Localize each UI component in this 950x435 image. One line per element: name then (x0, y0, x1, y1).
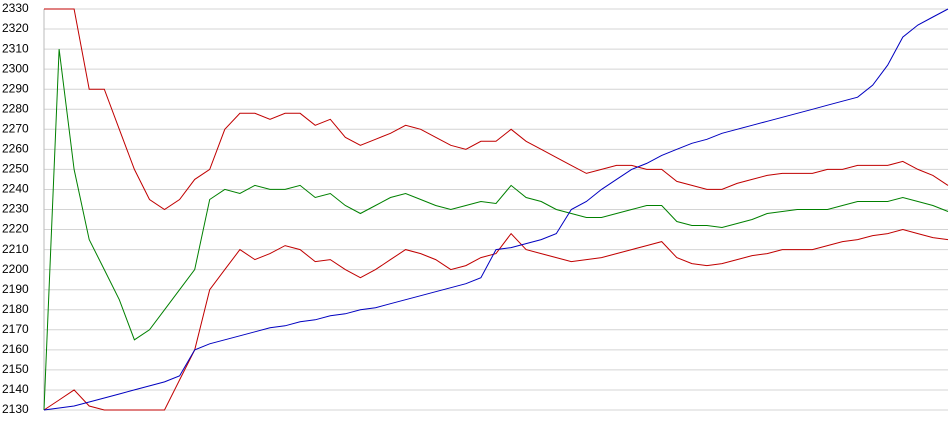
y-tick-label: 2150 (2, 362, 29, 376)
y-tick-label: 2270 (2, 121, 29, 135)
y-tick-label: 2130 (2, 402, 29, 416)
y-tick-label: 2140 (2, 382, 29, 396)
y-tick-label: 2210 (2, 242, 29, 256)
y-tick-label: 2200 (2, 262, 29, 276)
y-tick-label: 2330 (2, 1, 29, 15)
y-tick-label: 2320 (2, 21, 29, 35)
y-tick-label: 2280 (2, 101, 29, 115)
y-tick-label: 2180 (2, 302, 29, 316)
series-line (43, 228, 949, 411)
series-line (44, 8, 949, 211)
y-tick-label: 2250 (2, 162, 29, 176)
y-tick-label: 2190 (2, 282, 29, 296)
y-tick-label: 2220 (2, 222, 29, 236)
y-tick-label: 2300 (2, 61, 29, 75)
y-tick-label: 2290 (2, 81, 29, 95)
y-tick-label: 2260 (2, 142, 29, 156)
y-tick-label: 2240 (2, 182, 29, 196)
y-tick-label: 2170 (2, 322, 29, 336)
series-line (43, 49, 949, 411)
series-line (43, 8, 949, 411)
y-tick-label: 2230 (2, 202, 29, 216)
y-tick-label: 2160 (2, 342, 29, 356)
y-tick-label: 2310 (2, 41, 29, 55)
